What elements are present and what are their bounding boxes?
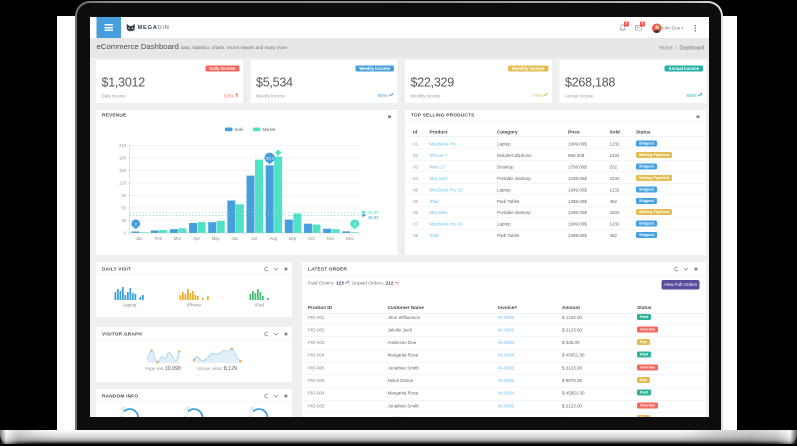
svg-text:Sep: Sep — [289, 235, 297, 240]
svg-text:162.3: 162.3 — [265, 156, 274, 160]
svg-text:Aug: Aug — [269, 235, 277, 240]
svg-text:100: 100 — [119, 405, 126, 412]
svg-text:2: 2 — [135, 221, 138, 226]
svg-text:45.83: 45.83 — [368, 215, 379, 220]
svg-text:Jan: Jan — [136, 235, 143, 240]
svg-text:90: 90 — [121, 192, 126, 197]
svg-text:Dec: Dec — [346, 235, 354, 240]
svg-text:Unique visitor 8,129: Unique visitor 8,129 — [197, 366, 237, 372]
svg-text:Apr: Apr — [193, 235, 200, 240]
svg-text:Oct: Oct — [308, 235, 315, 240]
svg-text:Laptop: Laptop — [123, 302, 137, 307]
svg-text:Mar: Mar — [174, 235, 182, 240]
svg-text:100: 100 — [249, 405, 256, 412]
svg-text:iPhone: iPhone — [187, 302, 202, 307]
svg-text:120: 120 — [119, 180, 127, 185]
svg-text:30: 30 — [121, 217, 126, 222]
svg-text:100: 100 — [184, 405, 191, 412]
svg-text:150: 150 — [119, 167, 127, 172]
svg-text:iPad: iPad — [255, 302, 265, 307]
svg-text:Page visit 10,090: Page visit 10,090 — [145, 366, 181, 372]
svg-text:Jul: Jul — [251, 235, 256, 240]
svg-text:3: 3 — [354, 221, 357, 226]
svg-text:0: 0 — [124, 230, 127, 235]
svg-text:Feb: Feb — [155, 235, 163, 240]
svg-text:Market: Market — [263, 127, 277, 132]
svg-text:May: May — [212, 235, 221, 240]
svg-text:60: 60 — [121, 205, 126, 210]
svg-text:180: 180 — [119, 155, 127, 160]
svg-text:48.83: 48.83 — [368, 210, 379, 215]
svg-text:Sale: Sale — [235, 127, 244, 132]
svg-text:210: 210 — [119, 143, 127, 148]
svg-text:Jun: Jun — [231, 235, 238, 240]
svg-text:Nov: Nov — [327, 235, 335, 240]
